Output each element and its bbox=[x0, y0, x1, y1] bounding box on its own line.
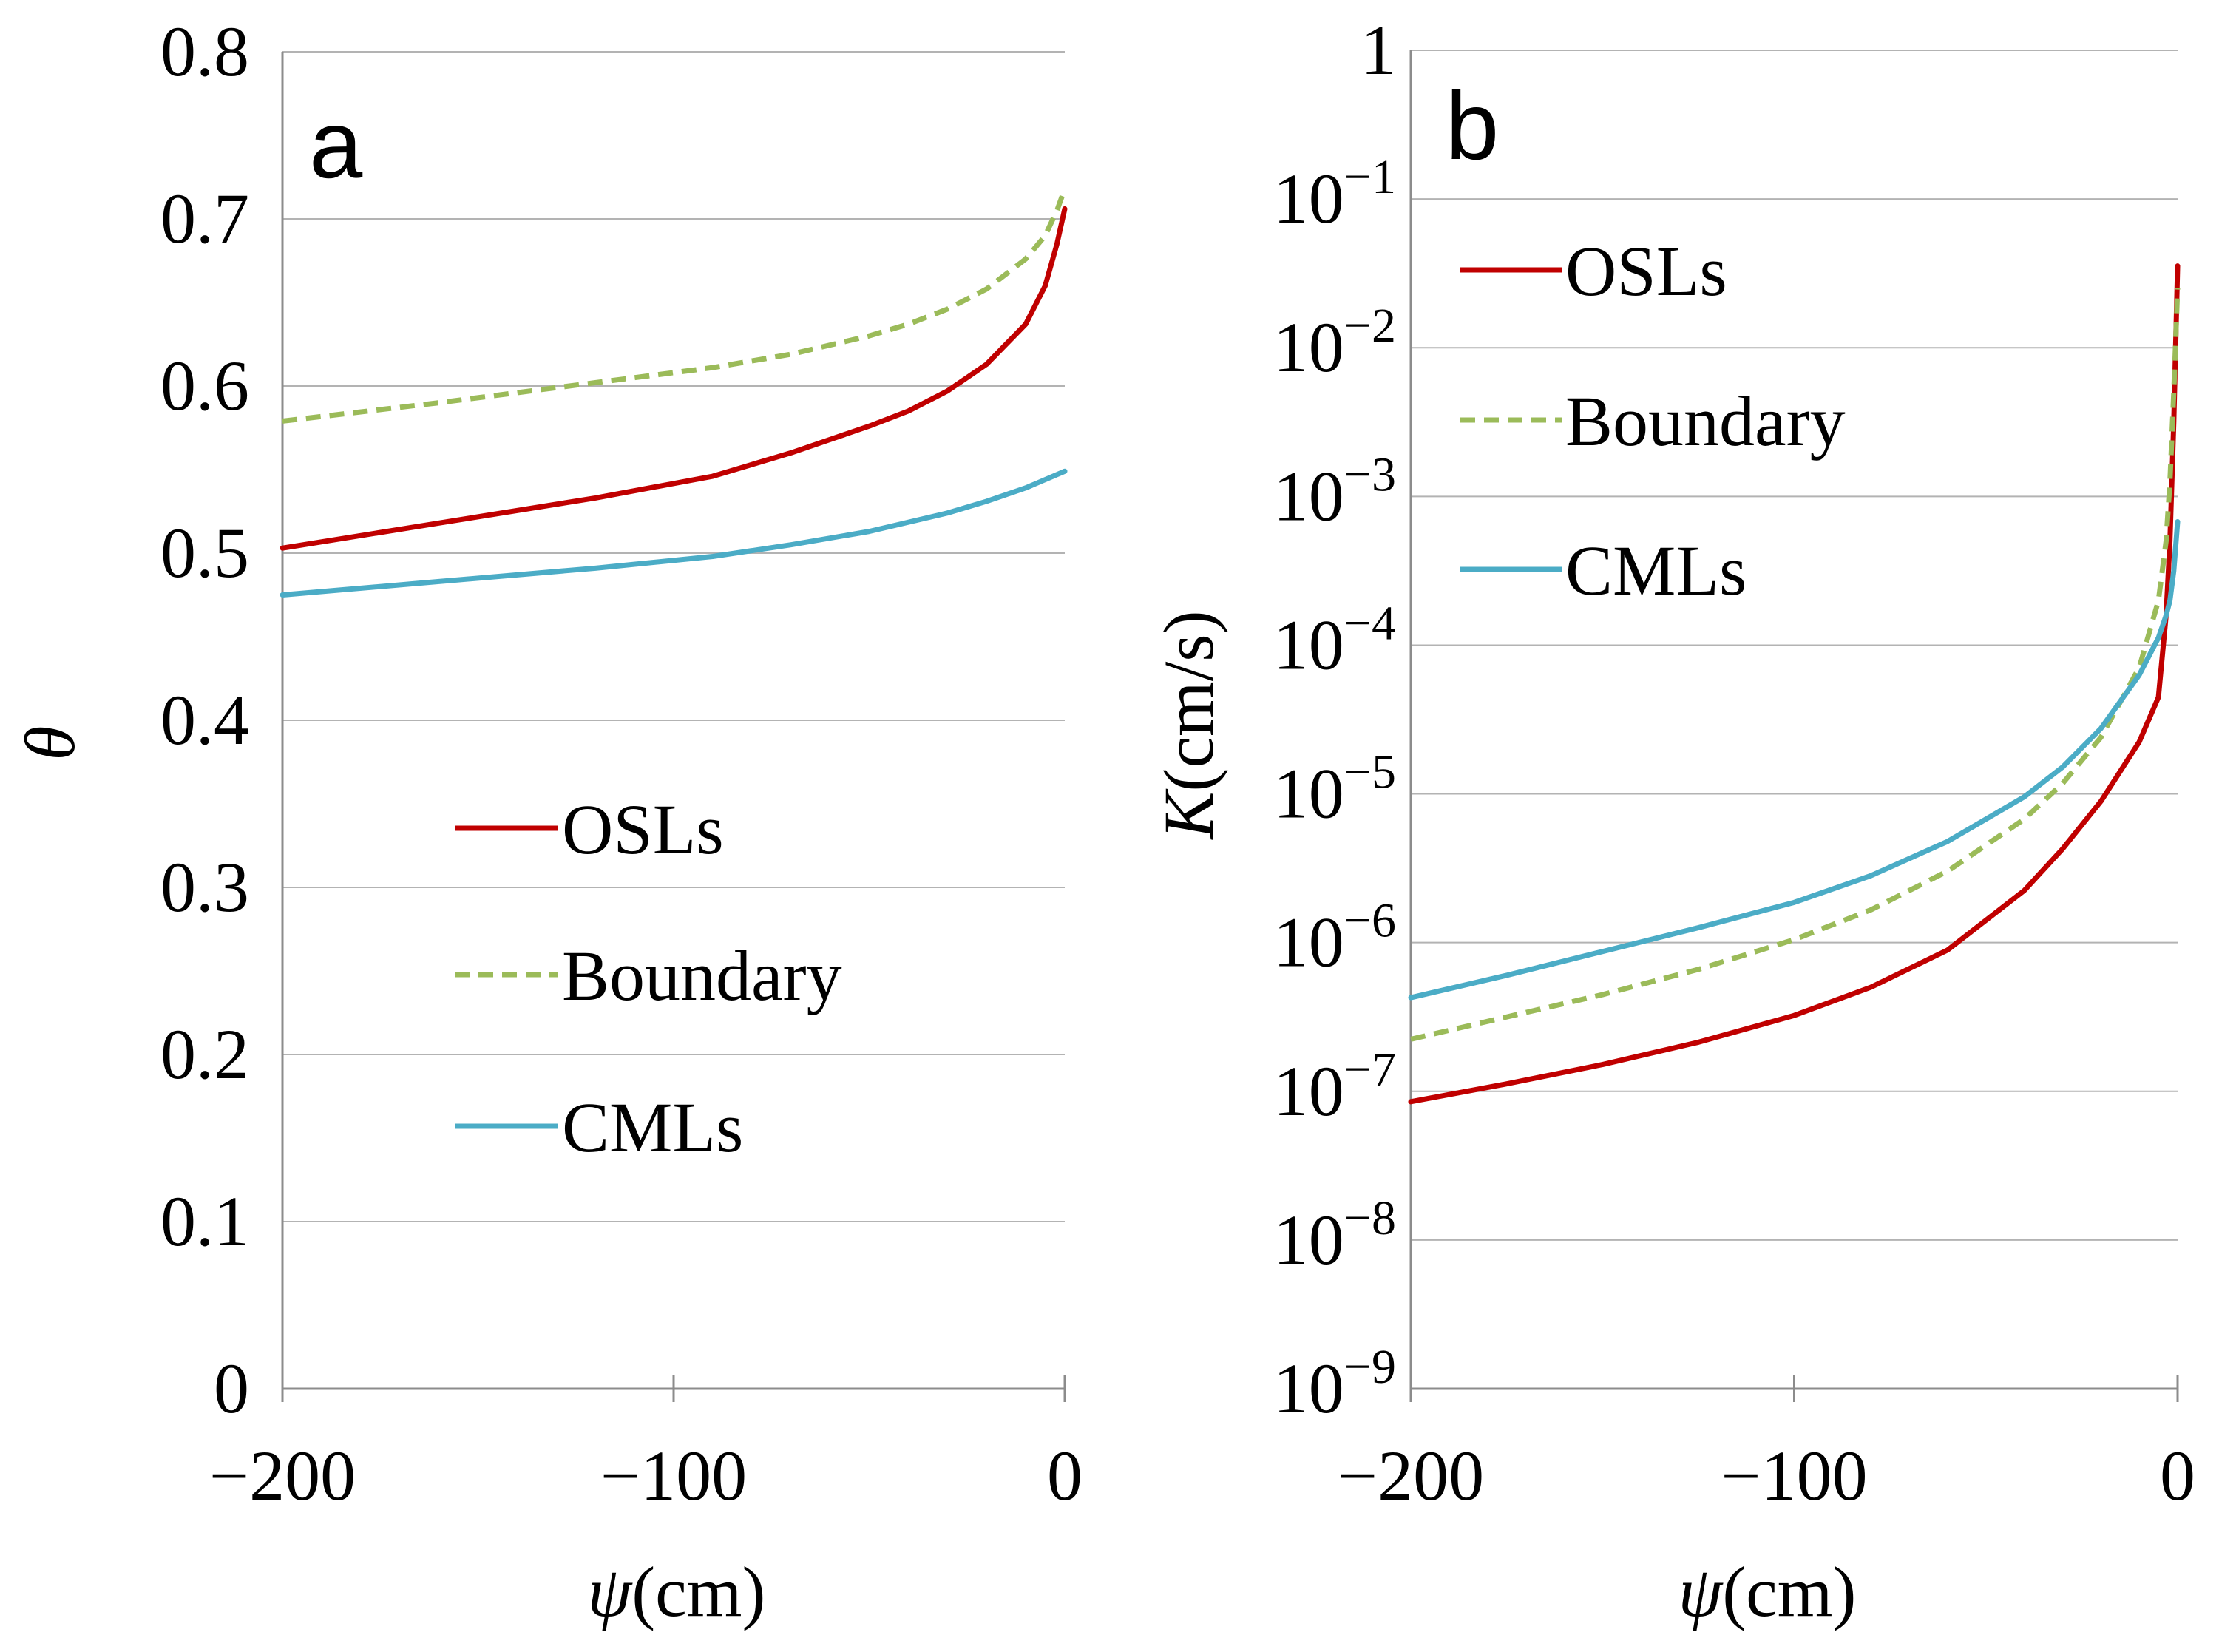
panel-b-ytick-label: 10−6 bbox=[1273, 894, 1396, 982]
panel-b-xlabel: ψ(cm) bbox=[1678, 1552, 1857, 1631]
panel-b-legend-label-cmls: CMLs bbox=[1565, 531, 1747, 610]
panel-a-series-line-osls bbox=[280, 206, 1068, 551]
panel-a-ytick-label: 0.2 bbox=[160, 1015, 249, 1094]
panel-a-chart: 0 0.1 0.2 0.3 0.4 0.5 0.6 0.7 0.8 −200 −100 0 OSLs B… bbox=[10, 12, 1083, 1631]
panel-b-ylabel: K(cm/s) bbox=[1149, 610, 1228, 840]
panel-b-xlabel-symbol: ψ bbox=[1678, 1552, 1724, 1631]
panel-a-legend-label-osls: OSLs bbox=[562, 790, 724, 869]
panel-b-xtick-label: −200 bbox=[1338, 1436, 1484, 1515]
panel-b-legend-label-osls: OSLs bbox=[1565, 231, 1727, 311]
panel-b-ytick-label: 1 bbox=[1361, 10, 1396, 89]
panel-b-ytick-label: 10−9 bbox=[1273, 1340, 1396, 1428]
panel-b-tick-labels: 10−9 10−8 10−7 10−6 10−5 10−4 10−3 10−2 10−1 1 −20… bbox=[1273, 10, 2195, 1515]
panel-b-series-line-osls bbox=[1408, 263, 2181, 1105]
panel-b-ytick-label: 10−7 bbox=[1273, 1043, 1396, 1131]
panel-b-ytick-label: 10−4 bbox=[1273, 596, 1396, 684]
panel-a-xlabel: ψ(cm) bbox=[588, 1552, 766, 1631]
panel-b-ylabel-symbol: K bbox=[1149, 788, 1228, 841]
panel-b-ytick-label: 10−3 bbox=[1273, 447, 1396, 535]
panel-a-letter: a bbox=[309, 90, 363, 198]
panel-b-series-line-cmls bbox=[1408, 519, 2181, 1001]
panel-b-series bbox=[1408, 263, 2181, 1105]
panel-a-ylabel: θ bbox=[10, 725, 89, 760]
panel-b-legend: OSLs Boundary CMLs bbox=[1460, 231, 1846, 610]
panel-b-letter: b bbox=[1446, 72, 1499, 180]
panel-a-xtick-label: −200 bbox=[209, 1436, 356, 1515]
panel-b-xtick-label: −100 bbox=[1721, 1436, 1867, 1515]
panel-a-ytick-label: 0.8 bbox=[160, 12, 249, 91]
panel-a-ytick-label: 0.4 bbox=[160, 680, 249, 759]
panel-b-series-line-boundary bbox=[1410, 288, 2181, 1042]
panel-b-ytick-label: 10−2 bbox=[1273, 299, 1396, 387]
panel-a-legend-label-boundary: Boundary bbox=[562, 936, 842, 1015]
panel-b-ytick-label: 10−8 bbox=[1273, 1191, 1396, 1279]
panel-a-axes bbox=[281, 52, 1066, 1402]
panel-a-series bbox=[280, 188, 1068, 598]
panel-a-ytick-label: 0.7 bbox=[160, 179, 249, 258]
panel-b-ylabel-unit: (cm/s) bbox=[1149, 610, 1228, 791]
panel-a-ytick-label: 0.1 bbox=[160, 1182, 249, 1261]
panel-a-xtick-label: 0 bbox=[1047, 1436, 1083, 1515]
panel-b-ytick-label: 10−5 bbox=[1273, 745, 1396, 833]
panel-a-series-line-boundary bbox=[282, 188, 1068, 424]
panel-a-legend-label-cmls: CMLs bbox=[562, 1088, 743, 1167]
panel-b-gridlines bbox=[1411, 50, 2178, 1241]
panel-b-xlabel-unit: (cm) bbox=[1722, 1552, 1856, 1631]
panel-a-gridlines bbox=[282, 51, 1065, 1222]
panel-a-ytick-label: 0.5 bbox=[160, 513, 249, 592]
panel-b-legend-label-boundary: Boundary bbox=[1565, 382, 1846, 461]
panel-a-ytick-label: 0.3 bbox=[160, 847, 249, 927]
panel-a-series-line-cmls bbox=[280, 468, 1068, 598]
panel-a-legend: OSLs Boundary CMLs bbox=[455, 790, 842, 1167]
panel-b-chart: 10−9 10−8 10−7 10−6 10−5 10−4 10−3 10−2 10−1 1 −20… bbox=[1149, 10, 2195, 1631]
panel-a-tick-labels: 0 0.1 0.2 0.3 0.4 0.5 0.6 0.7 0.8 −200 −100 0 bbox=[160, 12, 1083, 1515]
panel-a-xlabel-symbol: ψ bbox=[588, 1552, 633, 1631]
panel-b-axes bbox=[1409, 50, 2179, 1402]
panel-a-xtick-label: −100 bbox=[600, 1436, 747, 1515]
panel-b-xtick-label: 0 bbox=[2160, 1436, 2195, 1515]
panel-a-ytick-label: 0 bbox=[214, 1349, 249, 1428]
panel-a-xlabel-unit: (cm) bbox=[631, 1552, 765, 1631]
panel-a-ytick-label: 0.6 bbox=[160, 346, 249, 425]
panel-b-ytick-label: 10−1 bbox=[1273, 150, 1396, 238]
